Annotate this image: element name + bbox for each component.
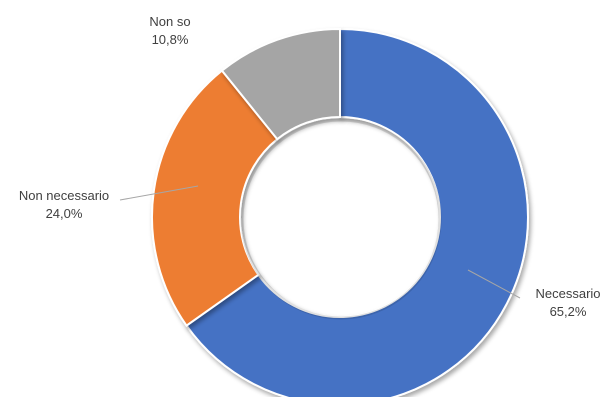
value-label-non-necessario: 24,0% [46, 206, 83, 221]
leader-line-non-necessario [119, 185, 199, 201]
slices-layer [151, 27, 529, 397]
category-label-necessario: Necessario [535, 286, 600, 301]
donut-hole-shadow [240, 118, 442, 320]
leader-lines-layer [119, 185, 521, 299]
donut-slice-necessario [185, 27, 529, 397]
value-label-necessario: 65,2% [550, 304, 587, 319]
donut-slice-non-so [220, 27, 341, 141]
labels-layer: Necessario 65,2% Non necessario 24,0% Non so… [19, 14, 601, 319]
value-label-non-so: 10,8% [152, 32, 189, 47]
leader-line-necessario [467, 269, 521, 299]
category-label-non-necessario: Non necessario [19, 188, 109, 203]
donut-slice-non-necessario [151, 69, 279, 327]
category-label-non-so: Non so [149, 14, 190, 29]
